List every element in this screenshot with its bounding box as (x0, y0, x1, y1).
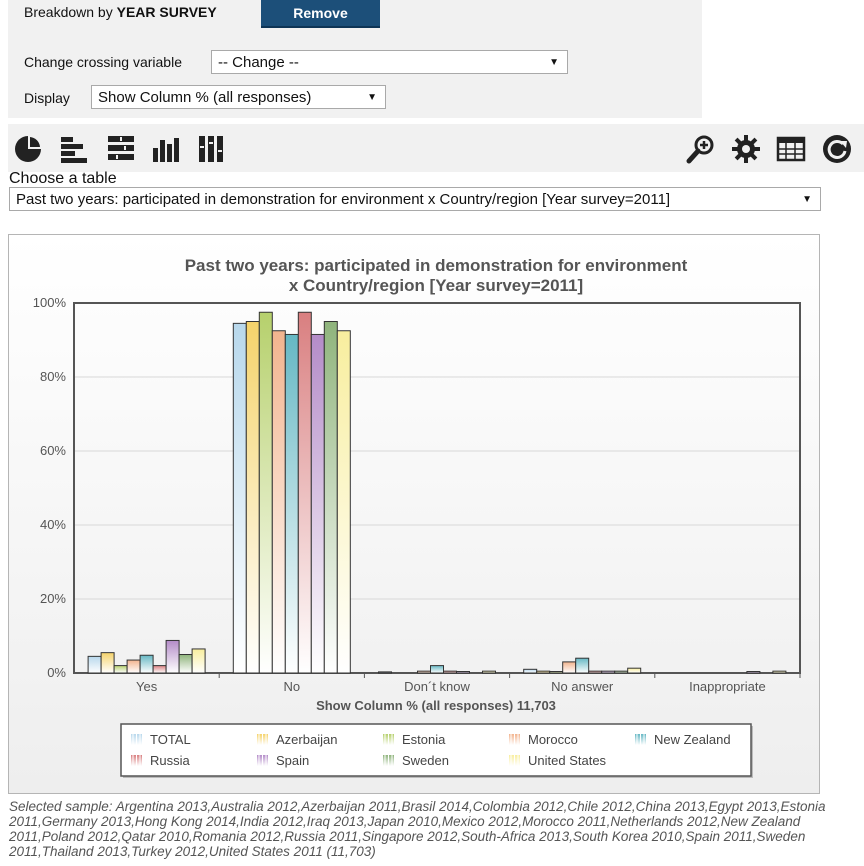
bar (152, 665, 167, 674)
bar (443, 670, 457, 674)
crossing-variable-select[interactable]: -- Change -- ▼ (211, 50, 568, 74)
y-tick-label: 40% (40, 517, 66, 532)
bar (627, 667, 642, 674)
dropdown-arrow-icon: ▼ (549, 56, 559, 68)
legend-box (120, 723, 752, 777)
bar (284, 333, 299, 674)
legend-label: New Zealand (654, 732, 731, 747)
chart-title: x Country/region [Year survey=2011] (289, 276, 583, 295)
stacked-column-chart-icon[interactable] (197, 134, 227, 164)
bar (191, 648, 206, 674)
x-tick-label: Yes (136, 679, 158, 694)
legend-label: Morocco (528, 732, 578, 747)
refresh-icon[interactable] (822, 134, 852, 164)
legend-label: Russia (150, 753, 191, 768)
x-tick-label: Don´t know (404, 679, 470, 694)
bar (323, 321, 338, 674)
bar (100, 652, 115, 674)
bar (126, 659, 141, 674)
display-label: Display (24, 90, 70, 106)
y-tick-label: 100% (33, 295, 67, 310)
bar-chart-icon[interactable] (58, 134, 88, 164)
legend-label: United States (528, 753, 607, 768)
x-tick-label: Inappropriate (689, 679, 766, 694)
table-view-icon[interactable] (776, 134, 806, 164)
bar (139, 654, 154, 674)
dropdown-arrow-icon: ▼ (367, 91, 377, 103)
bar (588, 670, 603, 674)
bar (456, 671, 470, 674)
bar (271, 330, 286, 674)
x-tick-label: No (283, 679, 300, 694)
bar (245, 321, 260, 674)
legend-label: Estonia (402, 732, 446, 747)
bar (536, 670, 551, 674)
bar (746, 671, 761, 674)
bar (562, 661, 577, 674)
choose-table-select[interactable]: Past two years: participated in demonstr… (9, 187, 821, 211)
legend-label: Spain (276, 753, 309, 768)
bar (601, 670, 616, 674)
zoom-icon[interactable] (686, 134, 716, 164)
bar (417, 670, 431, 674)
x-axis-label: Show Column % (all responses) 11,703 (316, 698, 556, 713)
bar (575, 657, 590, 674)
display-value: Show Column % (all responses) (98, 88, 312, 106)
bar (336, 330, 351, 674)
column-chart-icon[interactable] (151, 134, 181, 164)
legend-label: Sweden (402, 753, 449, 768)
bar (232, 322, 247, 674)
y-tick-label: 80% (40, 369, 66, 384)
bar-chart: Past two years: participated in demonstr… (33, 256, 801, 778)
plot-area (73, 302, 801, 674)
crossing-variable-value: -- Change -- (218, 53, 299, 71)
bar (523, 668, 538, 674)
choose-table-value: Past two years: participated in demonstr… (16, 190, 671, 208)
chart-title: Past two years: participated in demonstr… (185, 256, 688, 275)
bar (430, 665, 444, 674)
bar (258, 311, 273, 674)
bar (549, 671, 564, 674)
choose-table-label: Choose a table (9, 170, 117, 187)
bar (87, 655, 102, 674)
bar (482, 670, 496, 674)
y-tick-label: 20% (40, 591, 66, 606)
stacked-bar-chart-icon[interactable] (106, 134, 136, 164)
bar (297, 311, 312, 674)
y-tick-label: 0% (47, 665, 66, 680)
selected-sample-footer: Selected sample: Argentina 2013,Australi… (9, 799, 826, 859)
breakdown-panel: Breakdown by YEAR SURVEY Remove Change c… (8, 0, 702, 118)
crossing-variable-label: Change crossing variable (24, 54, 182, 70)
legend-label: Azerbaijan (276, 732, 337, 747)
bar (614, 670, 629, 674)
breakdown-label: Breakdown by YEAR SURVEY (24, 4, 217, 20)
bar (378, 671, 392, 674)
legend-label: TOTAL (150, 732, 191, 747)
y-tick-label: 60% (40, 443, 66, 458)
bar (310, 333, 325, 674)
dropdown-arrow-icon: ▼ (802, 193, 812, 205)
bar (113, 665, 128, 674)
display-select[interactable]: Show Column % (all responses) ▼ (91, 85, 386, 109)
x-tick-label: No answer (551, 679, 614, 694)
chart-toolbar (8, 124, 864, 172)
bar (178, 654, 193, 674)
bar (772, 670, 787, 674)
settings-gear-icon[interactable] (731, 134, 761, 164)
bar (165, 639, 180, 674)
chart-container: Past two years: participated in demonstr… (8, 234, 820, 794)
pie-chart-icon[interactable] (13, 134, 43, 164)
breakdown-prefix: Breakdown by (24, 4, 113, 20)
breakdown-variable: YEAR SURVEY (116, 4, 217, 20)
remove-button[interactable]: Remove (261, 0, 380, 28)
